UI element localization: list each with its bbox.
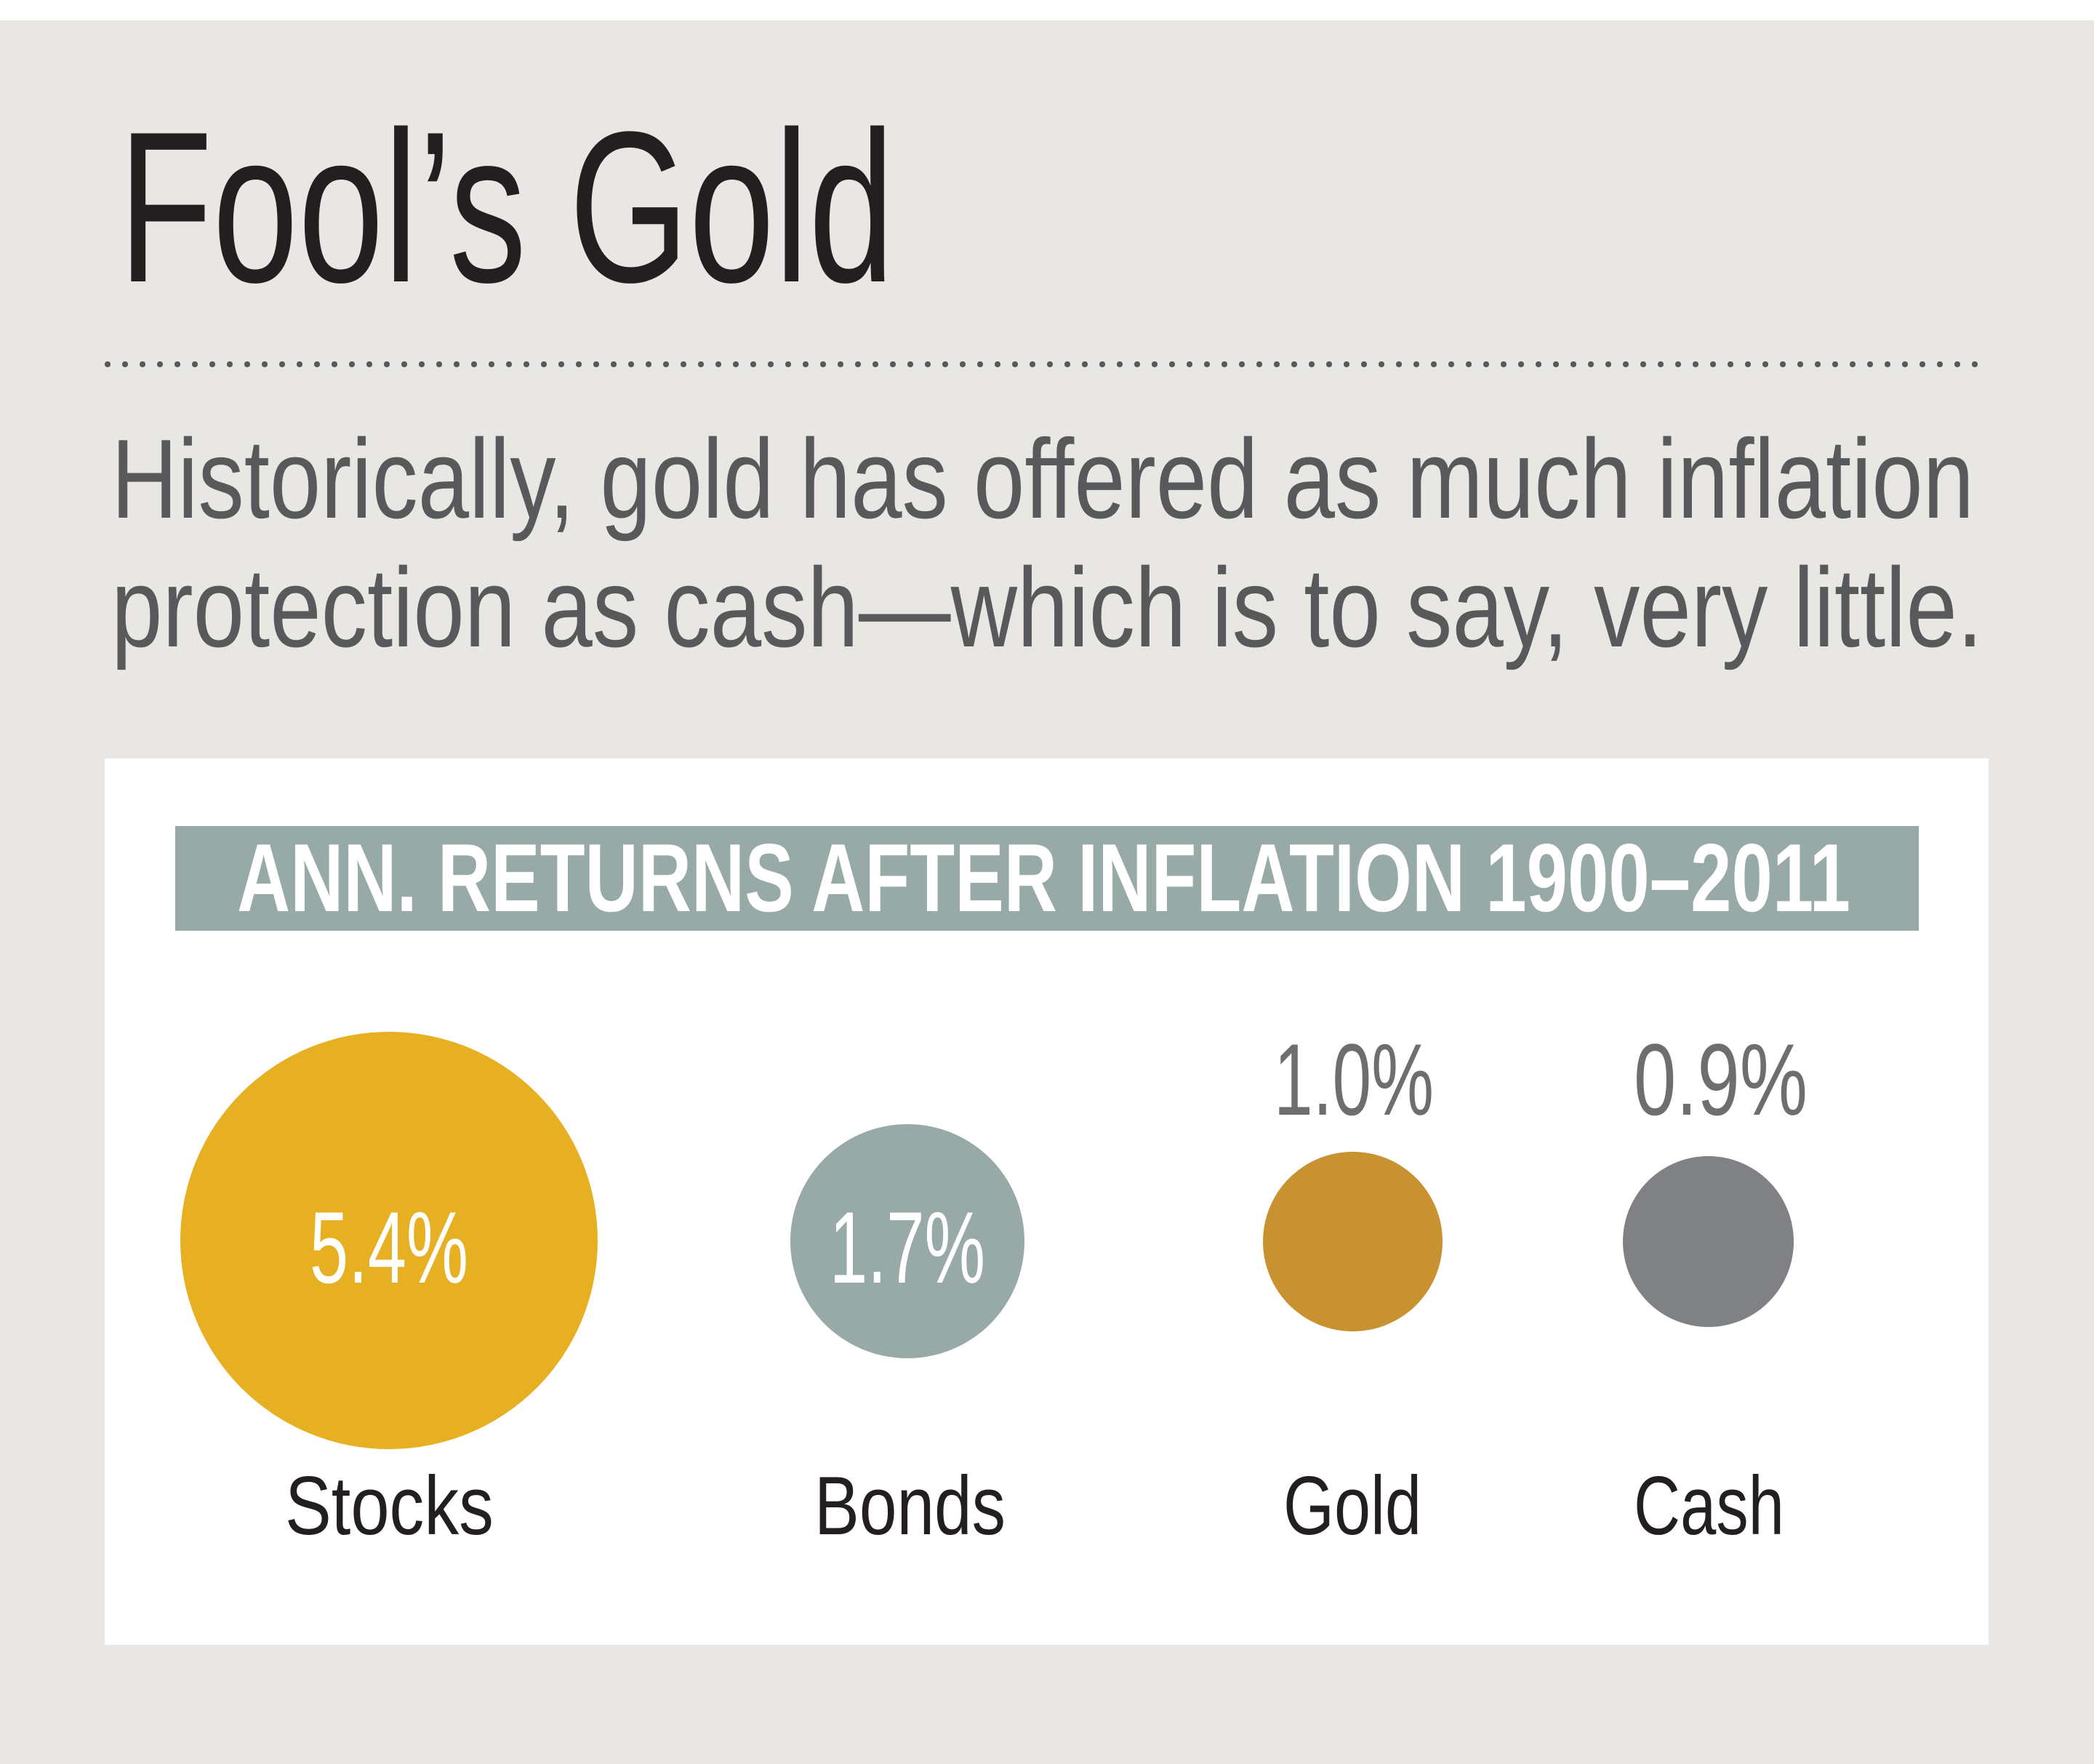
bonds-label: Bonds xyxy=(814,1460,1006,1553)
dotted-divider xyxy=(105,361,1989,367)
cash-bubble xyxy=(1623,1156,1794,1327)
stocks-bubble xyxy=(180,1032,598,1449)
cash-label: Cash xyxy=(1633,1460,1784,1553)
stocks-label: Stocks xyxy=(284,1460,494,1553)
gold-label: Gold xyxy=(1283,1460,1421,1553)
bonds-value: 1.7% xyxy=(830,1190,985,1304)
gold-bubble xyxy=(1263,1152,1443,1331)
subtitle-line-2: protection as cash—which is to say, very… xyxy=(111,544,1983,670)
gold-value: 1.0% xyxy=(1274,1022,1434,1136)
bonds-bubble xyxy=(790,1124,1024,1358)
page-title: Fool’s Gold xyxy=(119,87,894,328)
cash-value: 0.9% xyxy=(1633,1022,1808,1136)
stocks-value: 5.4% xyxy=(310,1190,468,1304)
chart-header-title: ANN. RETURNS AFTER INFLATION 1900–2011 xyxy=(237,824,1850,932)
subtitle-line-1: Historically, gold has offered as much i… xyxy=(111,415,1974,542)
chart-header-bar xyxy=(175,826,1919,931)
